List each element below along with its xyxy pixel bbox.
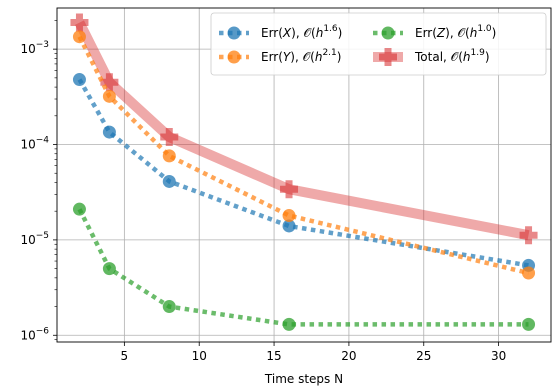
data-point [160,127,179,146]
y-tick-label: 10−4 [20,136,49,152]
series-err-y [72,30,536,280]
legend-item: Err(Z), 𝒪(h1.0) [373,24,496,40]
legend-swatch-marker [379,48,397,66]
legend-item: Total, 𝒪(h1.9) [373,48,490,66]
data-point [102,125,116,139]
data-point [162,174,176,188]
data-point [72,73,86,87]
data-point [282,317,296,331]
x-tick-label: 30 [491,349,506,363]
data-point [100,73,119,92]
data-point [519,226,538,245]
x-tick-label: 25 [416,349,431,363]
y-tick-label: 10−5 [20,231,49,247]
data-point [102,262,116,276]
series-total [70,13,538,245]
x-tick-label: 5 [121,349,129,363]
legend-swatch-marker [381,26,395,40]
data-point [282,209,296,223]
series-layer [70,13,538,331]
legend-box [210,12,547,76]
legend-label: Total, 𝒪(h1.9) [414,48,490,64]
x-axis-label-text: Time steps N [264,372,343,386]
axis-ticks: 5 10 15 20 25 30 10−6 10−5 10−4 10−3 [20,20,506,363]
y-tick-label: 10−3 [20,40,49,56]
data-point [70,13,89,32]
data-point [522,317,536,331]
data-point [282,219,296,233]
data-point [162,300,176,314]
data-point [72,202,86,216]
x-tick-label: 20 [341,349,356,363]
x-tick-label: 10 [192,349,207,363]
legend-swatch-marker [227,26,241,40]
plot-frame [56,7,552,343]
legend-label: Err(X), 𝒪(h1.6) [261,24,342,40]
x-tick-label: 15 [266,349,281,363]
x-axis-label: Time steps N [264,372,343,386]
legend-label: Err(Z), 𝒪(h1.0) [415,24,496,40]
data-point [522,266,536,280]
legend-item: Err(X), 𝒪(h1.6) [219,24,342,40]
series-err-z [72,202,536,331]
y-tick-label: 10−6 [20,326,49,342]
legend-swatch-marker [227,50,241,64]
data-point [102,89,116,103]
data-point [280,180,299,199]
data-point [72,30,86,44]
legend-item: Err(Y), 𝒪(h2.1) [219,48,341,64]
data-point [162,149,176,163]
legend-label: Err(Y), 𝒪(h2.1) [261,48,341,64]
legend: Err(X), 𝒪(h1.6) Err(Y), 𝒪(h2.1) Err(Z), 𝒪(… [210,12,547,76]
